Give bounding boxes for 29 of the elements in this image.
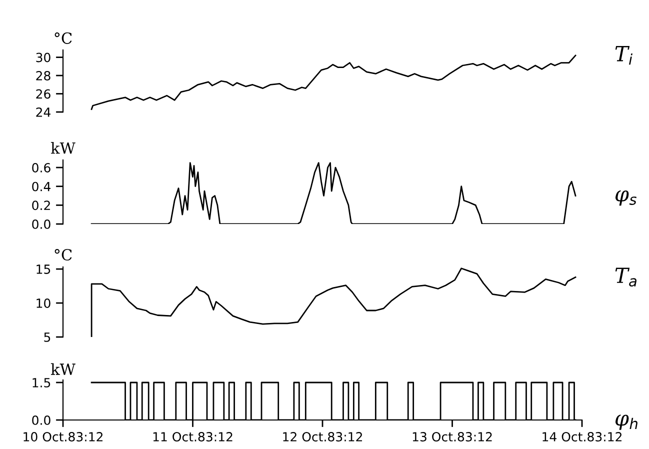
y-tick-label: 0.0 [32,219,50,229]
y-axis-title: °C [54,32,72,44]
y-tick-label: 0.4 [32,182,50,192]
y-tick-label: 24 [36,107,50,117]
y-tick-label: 26 [36,89,50,99]
y-tick-label: 15 [36,264,50,274]
y-tick-label: 30 [36,52,50,62]
line-series [90,54,576,110]
y-axis-title: °C [54,248,72,261]
x-tick-label: 13 Oct.83:12 [412,432,492,442]
line-series [90,268,576,337]
x-tick-label: 10 Oct.83:12 [24,432,102,442]
series-label: φ$_{s}$ [615,190,636,206]
series-label: φ$_{h}$ [615,414,638,430]
y-tick-label: 0.0 [32,415,50,425]
x-tick-label: 11 Oct.83:12 [153,432,232,442]
y-axis-title: kW [50,363,76,375]
x-tick-label: 12 Oct.83:12 [283,432,362,442]
y-tick-label: 0.2 [32,200,50,210]
y-tick-label: 28 [36,71,50,80]
y-tick-label: 1.5 [32,378,50,388]
y-axis-title: kW [50,142,76,154]
y-tick-label: 0.6 [32,163,50,172]
x-tick-label: 14 Oct.83:12 [542,432,622,442]
y-tick-label: 10 [36,298,50,308]
series-label: T$_{a}$ [615,268,636,287]
series-label: T$_{i}$ [615,46,632,65]
line-series [90,162,576,224]
y-tick-label: 5 [44,332,50,342]
